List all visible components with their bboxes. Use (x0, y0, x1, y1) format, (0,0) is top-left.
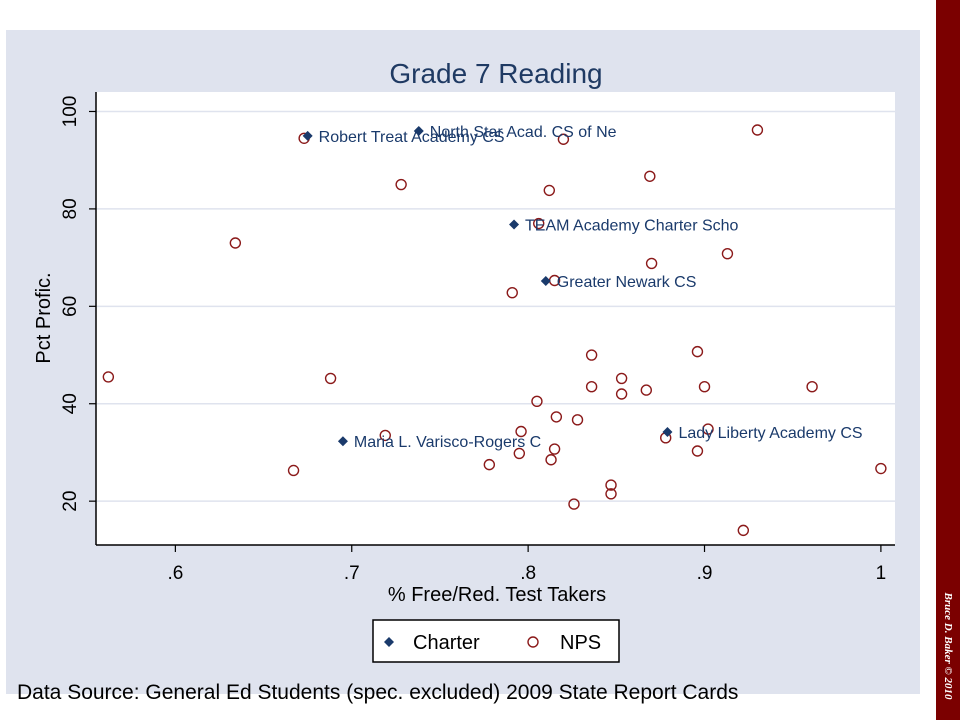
legend-box (372, 619, 620, 663)
legend-nps-label: NPS (560, 632, 601, 654)
charter-point (540, 275, 551, 286)
y-tick-label: 40 (60, 393, 81, 414)
author-credit: Bruce D. Baker © 2010 (942, 592, 954, 700)
nps-series (102, 124, 887, 537)
nps-point (102, 371, 115, 383)
nps-point (615, 372, 628, 385)
y-tick-label: 60 (60, 296, 81, 317)
y-tick-label: 20 (60, 491, 81, 512)
nps-point (379, 429, 391, 442)
charter-point (509, 219, 520, 230)
x-tick-label: 1 (876, 563, 887, 584)
nps-point (691, 345, 704, 358)
nps-point (605, 479, 617, 491)
x-tick-label: .7 (344, 563, 360, 584)
y-tick-label: 80 (60, 198, 81, 219)
nps-point (550, 411, 563, 423)
nps-point (483, 458, 496, 471)
y-axis-ticks: 20 40 60 80 100 (60, 96, 96, 512)
nps-point (605, 488, 617, 500)
x-axis-ticks: .6 .7 .8 .9 1 (167, 545, 886, 584)
charter-point-label: TEAM Academy Charter Scho (525, 217, 739, 234)
nps-point (533, 217, 545, 230)
nps-point (640, 384, 653, 396)
nps-point (751, 124, 764, 136)
side-bar (936, 0, 960, 720)
charter-series (302, 125, 673, 447)
nps-point (698, 380, 711, 393)
nps-point (702, 423, 714, 435)
legend-nps-marker (527, 636, 539, 648)
nps-point (568, 498, 580, 510)
nps-point (506, 286, 518, 299)
nps-point (543, 184, 555, 197)
x-tick-label: .8 (520, 563, 536, 584)
charter-point-label: Robert Treat Academy CS (319, 129, 505, 146)
nps-point (324, 372, 337, 385)
charter-point-label: North Star Acad. CS of Ne (430, 124, 617, 141)
nps-point (737, 524, 750, 537)
nps-point (691, 445, 704, 457)
x-tick-label: .6 (167, 563, 183, 584)
charter-point-label: Maria L. Varisco-Rogers C (354, 434, 541, 451)
nps-point (615, 388, 628, 400)
scatter-chart: Grade 7 Reading 20 40 60 80 100 .6 .7 .8 .9 1 Pc… (33, 58, 895, 663)
nps-point (585, 380, 598, 393)
y-tick-label: 100 (60, 96, 81, 128)
legend-charter-label: Charter (413, 632, 480, 654)
nps-point (571, 414, 584, 426)
chart-title: Grade 7 Reading (389, 58, 602, 89)
legend: Charter NPS (372, 619, 620, 663)
nps-point (875, 462, 887, 475)
charter-point (337, 436, 348, 447)
nps-point (287, 464, 300, 477)
x-tick-label: .9 (697, 563, 713, 584)
axes (95, 92, 895, 546)
charter-point-label: Lady Liberty Academy CS (678, 425, 862, 442)
nps-point (515, 425, 527, 438)
y-axis-label: Pct Profic. (33, 272, 55, 363)
nps-point (721, 248, 734, 260)
nps-point (645, 257, 658, 270)
legend-charter-marker (384, 637, 394, 647)
charter-point (413, 125, 424, 136)
nps-point (806, 380, 818, 393)
nps-point (513, 447, 526, 460)
nps-point (644, 170, 656, 182)
nps-point (557, 133, 570, 145)
charter-point (662, 426, 673, 437)
nps-point (585, 349, 598, 361)
nps-point (395, 178, 407, 191)
nps-point (548, 443, 561, 455)
nps-point (545, 454, 557, 466)
data-source-note: Data Source: General Ed Students (spec. … (17, 681, 739, 704)
charter-point-label: Greater Newark CS (557, 274, 697, 291)
charter-point (302, 130, 313, 141)
plot-area (96, 92, 895, 545)
nps-point (531, 395, 543, 408)
gridlines (96, 110, 895, 502)
x-axis-label: % Free/Red. Test Takers (388, 584, 606, 606)
nps-point (229, 237, 242, 249)
